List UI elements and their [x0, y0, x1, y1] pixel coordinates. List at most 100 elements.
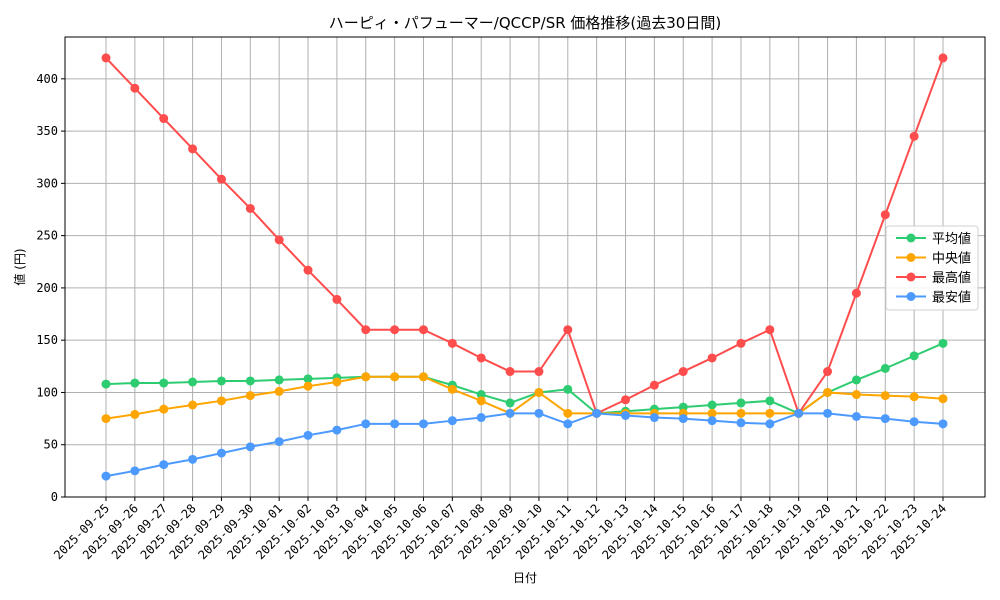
- data-point: [390, 372, 400, 382]
- data-point: [823, 408, 833, 418]
- data-point: [216, 174, 226, 184]
- data-point: [476, 390, 486, 400]
- data-point: [130, 83, 140, 93]
- y-tick-label: 200: [36, 281, 58, 295]
- legend-marker-icon: [906, 233, 916, 243]
- plot-area: [64, 36, 986, 498]
- data-point: [303, 265, 313, 275]
- data-point: [130, 466, 140, 476]
- data-point: [159, 460, 169, 470]
- data-point: [418, 325, 428, 335]
- data-point: [245, 376, 255, 386]
- data-point: [823, 387, 833, 397]
- data-point: [447, 338, 457, 348]
- legend-marker-icon: [906, 272, 916, 282]
- data-point: [736, 408, 746, 418]
- data-point: [188, 377, 198, 387]
- data-point: [707, 416, 717, 426]
- data-point: [851, 390, 861, 400]
- data-point: [505, 367, 515, 377]
- data-point: [592, 408, 602, 418]
- data-point: [563, 419, 573, 429]
- data-point: [621, 395, 631, 405]
- data-point: [159, 404, 169, 414]
- y-tick-label: 300: [36, 176, 58, 190]
- data-point: [880, 414, 890, 424]
- data-point: [534, 408, 544, 418]
- data-point: [216, 448, 226, 458]
- data-point: [447, 384, 457, 394]
- data-point: [909, 417, 919, 427]
- data-point: [505, 408, 515, 418]
- data-point: [707, 400, 717, 410]
- data-point: [851, 412, 861, 421]
- y-axis: 0 50 100 150 200 250 300 350 400: [36, 72, 65, 504]
- data-point: [563, 408, 573, 418]
- data-point: [621, 410, 631, 420]
- y-tick-label: 100: [36, 385, 58, 399]
- data-point: [534, 387, 544, 397]
- y-axis-label: 値 (円): [12, 248, 27, 285]
- data-point: [101, 379, 111, 389]
- legend-marker-icon: [906, 253, 916, 262]
- data-point: [765, 396, 775, 406]
- data-point: [274, 235, 284, 245]
- legend-item: 中央値: [896, 251, 971, 267]
- data-point: [361, 325, 371, 335]
- data-point: [880, 210, 890, 220]
- data-point: [476, 353, 486, 363]
- data-point: [534, 367, 544, 377]
- data-point: [736, 338, 746, 348]
- y-tick-label: 400: [36, 72, 58, 86]
- data-point: [880, 363, 890, 373]
- data-point: [851, 288, 861, 298]
- data-point: [101, 471, 111, 481]
- legend-item: 最安値: [896, 290, 971, 306]
- grid-lines: [65, 37, 985, 498]
- data-point: [130, 378, 140, 388]
- legend-item: 平均値: [896, 231, 971, 247]
- data-point: [245, 391, 255, 401]
- y-tick-label: 250: [36, 229, 58, 243]
- series-最安値: [101, 408, 948, 481]
- series-line: [105, 57, 944, 416]
- data-point: [274, 375, 284, 385]
- data-point: [303, 381, 313, 391]
- data-point: [159, 114, 169, 124]
- data-point: [765, 325, 775, 335]
- data-point: [361, 419, 371, 429]
- data-point: [303, 430, 313, 440]
- legend-label: 平均値: [932, 231, 971, 247]
- data-point: [938, 53, 948, 63]
- legend-marker-icon: [906, 292, 916, 301]
- legend-label: 最安値: [932, 290, 971, 306]
- data-point: [851, 375, 861, 385]
- data-point: [563, 384, 573, 394]
- data-point: [649, 413, 659, 423]
- data-point: [188, 454, 198, 464]
- data-point: [101, 414, 111, 424]
- data-point: [245, 442, 255, 452]
- data-point: [909, 131, 919, 141]
- y-tick-label: 350: [36, 124, 58, 138]
- data-point: [159, 378, 169, 388]
- data-point: [476, 413, 486, 423]
- data-point: [823, 367, 833, 377]
- legend-label: 中央値: [932, 251, 971, 267]
- data-point: [707, 353, 717, 363]
- data-point: [245, 203, 255, 213]
- data-point: [216, 376, 226, 386]
- data-point: [274, 386, 284, 396]
- series-平均値: [101, 338, 948, 418]
- data-point: [563, 325, 573, 335]
- data-point: [938, 419, 948, 429]
- data-point: [447, 416, 457, 426]
- data-point: [418, 419, 428, 429]
- data-point: [505, 398, 515, 408]
- data-point: [909, 351, 919, 361]
- data-point: [188, 144, 198, 154]
- y-tick-label: 50: [44, 438, 58, 452]
- y-tick-label: 0: [51, 490, 58, 504]
